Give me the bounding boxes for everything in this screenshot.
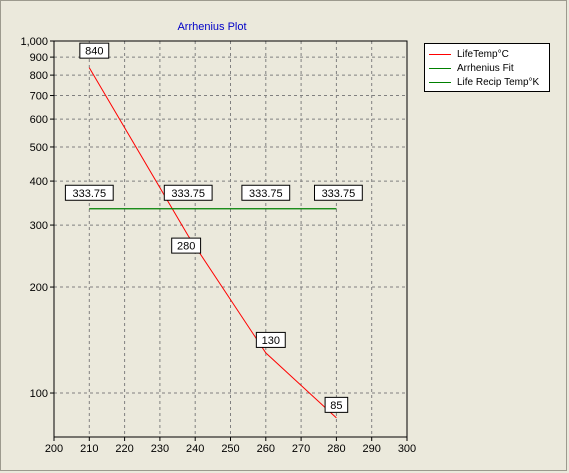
x-tick-label: 290 [363, 443, 381, 455]
x-tick-label: 240 [186, 443, 204, 455]
x-tick-label: 250 [221, 443, 239, 455]
y-tick-label: 1,000 [20, 36, 48, 48]
data-label-life-recip-box [163, 184, 213, 201]
legend-swatch-life-temp [429, 53, 451, 55]
legend-label-life-recip: Life Recip Temp°K [457, 76, 540, 88]
x-tick-label: 230 [151, 443, 169, 455]
y-tick-label: 100 [30, 388, 48, 400]
x-tick-label: 210 [80, 443, 98, 455]
data-label-life-temp: 85 [330, 400, 342, 412]
x-tick-label: 280 [327, 443, 345, 455]
plot-border [53, 40, 408, 438]
x-tick-label: 300 [398, 443, 416, 455]
data-label-life-temp-box [79, 42, 110, 59]
data-label-life-temp: 130 [262, 335, 280, 347]
x-tick-label: 200 [45, 443, 63, 455]
legend-swatch-life-recip [429, 81, 451, 83]
y-tick-label: 200 [30, 282, 48, 294]
data-label-life-temp: 840 [85, 46, 103, 58]
y-tick-label: 900 [30, 52, 48, 64]
data-label-life-temp-box [324, 396, 349, 413]
legend-item-arrhenius-fit: Arrhenius Fit [429, 61, 549, 75]
chart-title: Arrhenius Plot [177, 21, 247, 33]
data-label-life-recip: 333.75 [72, 188, 106, 200]
y-tick-label: 400 [30, 176, 48, 188]
legend-swatch-arrhenius-fit [429, 67, 451, 69]
data-label-life-temp-box [255, 331, 286, 348]
data-label-life-recip: 333.75 [171, 188, 205, 200]
x-tick-label: 220 [115, 443, 133, 455]
data-label-life-recip-box [64, 184, 114, 201]
y-tick-label: 600 [30, 114, 48, 126]
data-label-life-recip: 333.75 [249, 188, 283, 200]
legend-item-life-temp: LifeTemp°C [429, 47, 549, 61]
data-label-life-recip-box [314, 184, 363, 201]
legend-label-arrhenius-fit: Arrhenius Fit [457, 62, 514, 74]
y-tick-label: 800 [30, 70, 48, 82]
x-tick-label: 260 [257, 443, 275, 455]
data-label-life-temp-box [171, 237, 202, 254]
y-tick-label: 300 [30, 220, 48, 232]
y-tick-label: 700 [30, 91, 48, 103]
data-label-life-recip-box [241, 184, 291, 201]
x-tick-label: 270 [292, 443, 310, 455]
legend-label-life-temp: LifeTemp°C [457, 48, 509, 60]
y-tick-label: 500 [30, 142, 48, 154]
data-label-life-temp: 280 [177, 241, 195, 253]
data-label-life-recip: 333.75 [322, 188, 356, 200]
series-line-0 [88, 67, 337, 419]
legend: LifeTemp°C Arrhenius Fit Life Recip Temp… [424, 43, 550, 92]
legend-item-life-recip: Life Recip Temp°K [429, 75, 549, 89]
